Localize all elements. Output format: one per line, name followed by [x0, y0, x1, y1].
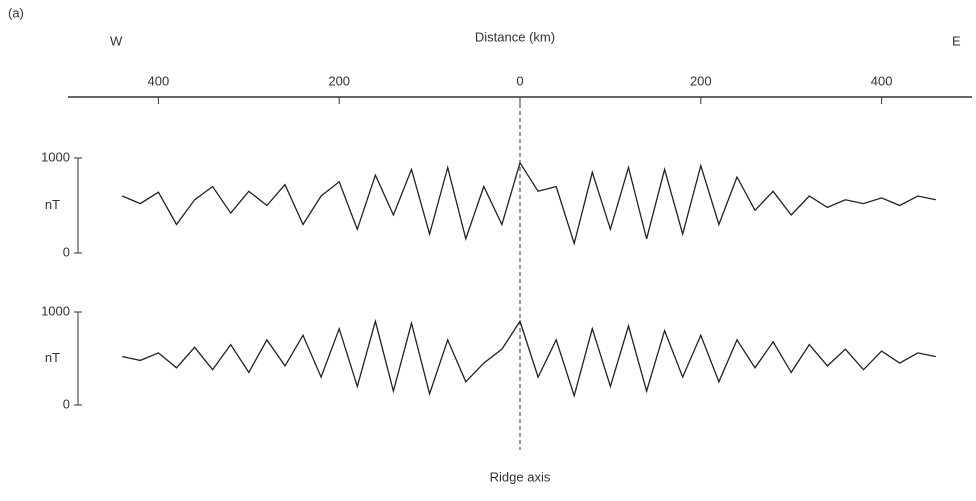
east-label: E — [952, 33, 961, 48]
profile-line — [121, 161, 936, 246]
x-tick-label: 400 — [148, 73, 170, 88]
x-tick-label: 0 — [516, 73, 523, 88]
x-tick-label: 200 — [690, 73, 712, 88]
y-tick-label: 1000 — [41, 149, 70, 164]
y-tick-label: 1000 — [41, 303, 70, 318]
x-tick-label: 200 — [328, 73, 350, 88]
ridge-label: Ridge axis — [490, 469, 551, 484]
x-axis-title: Distance (km) — [475, 29, 555, 44]
y-tick-label: 0 — [63, 396, 70, 411]
panel-label: (a) — [8, 5, 24, 20]
y-axis-title: nT — [45, 350, 60, 365]
x-tick-label: 400 — [871, 73, 893, 88]
west-label: W — [110, 33, 123, 48]
y-axis-title: nT — [45, 197, 60, 212]
profile-line — [122, 318, 936, 398]
y-tick-label: 0 — [63, 244, 70, 259]
